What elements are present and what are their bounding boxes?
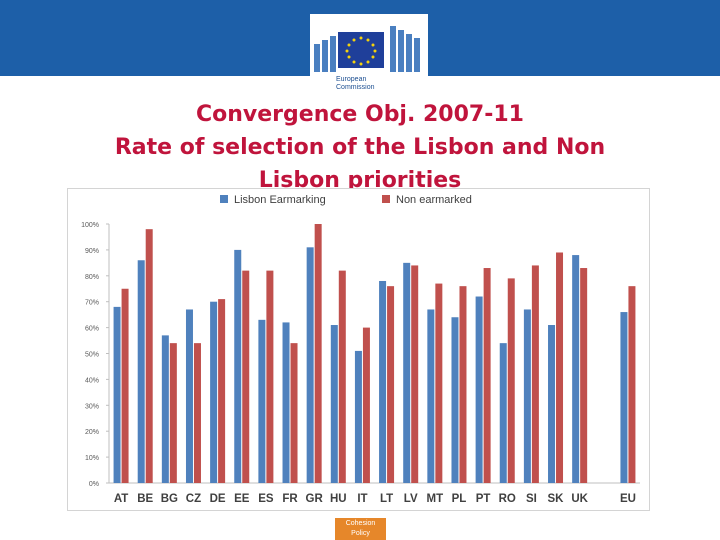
x-tick-label: CZ	[186, 493, 201, 505]
bar-chart: 0% 10% 20% 30% 40% 50% 60% 70% 80% 90% 100% AT BE BG C…	[81, 194, 640, 505]
x-tick-label: EE	[234, 493, 250, 505]
page-title: Convergence Obj. 2007-11 Rate of selecti…	[60, 98, 660, 197]
bar-lisbon	[210, 301, 218, 483]
x-tick-label: LT	[380, 493, 393, 505]
bar-lisbon	[523, 309, 531, 483]
x-tick-label: MT	[427, 493, 444, 505]
bar-non-earmarked	[193, 343, 201, 483]
bar-non-earmarked	[580, 268, 588, 483]
x-tick-label: AT	[114, 493, 128, 505]
footer-line-1: Cohesion	[345, 520, 376, 527]
x-tick-label: SI	[526, 493, 537, 505]
x-tick-label: EU	[620, 493, 636, 505]
legend-label: Non earmarked	[396, 194, 472, 206]
y-tick-label: 70%	[85, 300, 99, 307]
bar-lisbon	[185, 309, 193, 483]
x-tick-label: BE	[137, 493, 153, 505]
bar-non-earmarked	[411, 265, 419, 483]
bar-lisbon	[572, 255, 580, 483]
bar-non-earmarked	[218, 299, 226, 483]
legend-swatch	[220, 195, 228, 203]
y-tick-label: 100%	[81, 222, 99, 229]
x-tick-label: PL	[452, 493, 467, 505]
bar-lisbon	[403, 262, 411, 483]
bar-non-earmarked	[507, 278, 515, 483]
x-tick-label: ES	[258, 493, 274, 505]
bar-lisbon	[282, 322, 290, 483]
footer-line-2: Policy	[351, 530, 370, 537]
bar-non-earmarked	[242, 270, 250, 483]
bar-lisbon	[330, 325, 338, 483]
bar-lisbon	[113, 306, 121, 483]
y-tick-label: 50%	[85, 352, 99, 359]
x-tick-label: HU	[330, 493, 347, 505]
bar-non-earmarked	[145, 229, 153, 483]
bar-non-earmarked	[483, 268, 491, 483]
bar-non-earmarked	[314, 224, 322, 483]
y-tick-label: 40%	[85, 377, 99, 384]
bar-non-earmarked	[169, 343, 177, 483]
logo-graphic	[310, 14, 428, 94]
bar-lisbon	[234, 249, 242, 483]
bar-non-earmarked	[362, 327, 370, 483]
y-tick-label: 90%	[85, 248, 99, 255]
bar-lisbon	[427, 309, 435, 483]
bar-lisbon	[354, 350, 362, 483]
logo-line-1: European	[336, 76, 367, 83]
bar-lisbon	[499, 343, 507, 483]
y-tick-label: 10%	[85, 455, 99, 462]
bar-non-earmarked	[266, 270, 274, 483]
bar-lisbon	[306, 247, 314, 483]
bar-lisbon	[451, 317, 459, 483]
bar-lisbon	[379, 280, 387, 483]
bar-non-earmarked	[290, 343, 298, 483]
bar-lisbon	[137, 260, 145, 483]
bar-non-earmarked	[531, 265, 539, 483]
x-tick-label: SK	[548, 493, 565, 505]
y-tick-label: 80%	[85, 274, 99, 281]
x-tick-label: UK	[571, 493, 588, 505]
x-tick-label: LV	[404, 493, 418, 505]
logo-text: European Commission	[336, 76, 375, 92]
y-tick-label: 20%	[85, 429, 99, 436]
x-tick-label: FR	[282, 493, 298, 505]
x-tick-label: BG	[161, 493, 178, 505]
y-tick-label: 0%	[89, 481, 99, 488]
title-line-1: Convergence Obj. 2007-11	[196, 102, 524, 127]
bar-non-earmarked	[628, 286, 636, 483]
bar-lisbon	[620, 312, 628, 483]
title-line-2: Rate of selection of the Lisbon and Non	[114, 135, 606, 160]
bar-lisbon	[258, 319, 266, 483]
cohesion-policy-tag: Cohesion Policy	[335, 518, 386, 540]
x-tick-label: DE	[210, 493, 226, 505]
x-tick-label: RO	[499, 493, 516, 505]
bar-non-earmarked	[121, 288, 129, 483]
y-tick-label: 30%	[85, 403, 99, 410]
bar-non-earmarked	[387, 286, 395, 483]
chart-container: 0% 10% 20% 30% 40% 50% 60% 70% 80% 90% 100% AT BE BG C…	[67, 188, 650, 511]
x-tick-label: PT	[476, 493, 491, 505]
x-tick-label: GR	[306, 493, 324, 505]
bar-non-earmarked	[459, 286, 467, 483]
bar-lisbon	[475, 296, 483, 483]
european-commission-logo: European Commission	[310, 14, 428, 94]
y-tick-label: 60%	[85, 326, 99, 333]
legend-swatch	[382, 195, 390, 203]
legend-label: Lisbon Earmarking	[234, 194, 326, 206]
bar-lisbon	[548, 325, 556, 483]
bar-lisbon	[161, 335, 169, 483]
x-tick-label: IT	[357, 493, 367, 505]
bar-non-earmarked	[338, 270, 346, 483]
logo-line-2: Commission	[336, 84, 375, 91]
bar-non-earmarked	[435, 283, 443, 483]
bar-non-earmarked	[556, 252, 564, 483]
